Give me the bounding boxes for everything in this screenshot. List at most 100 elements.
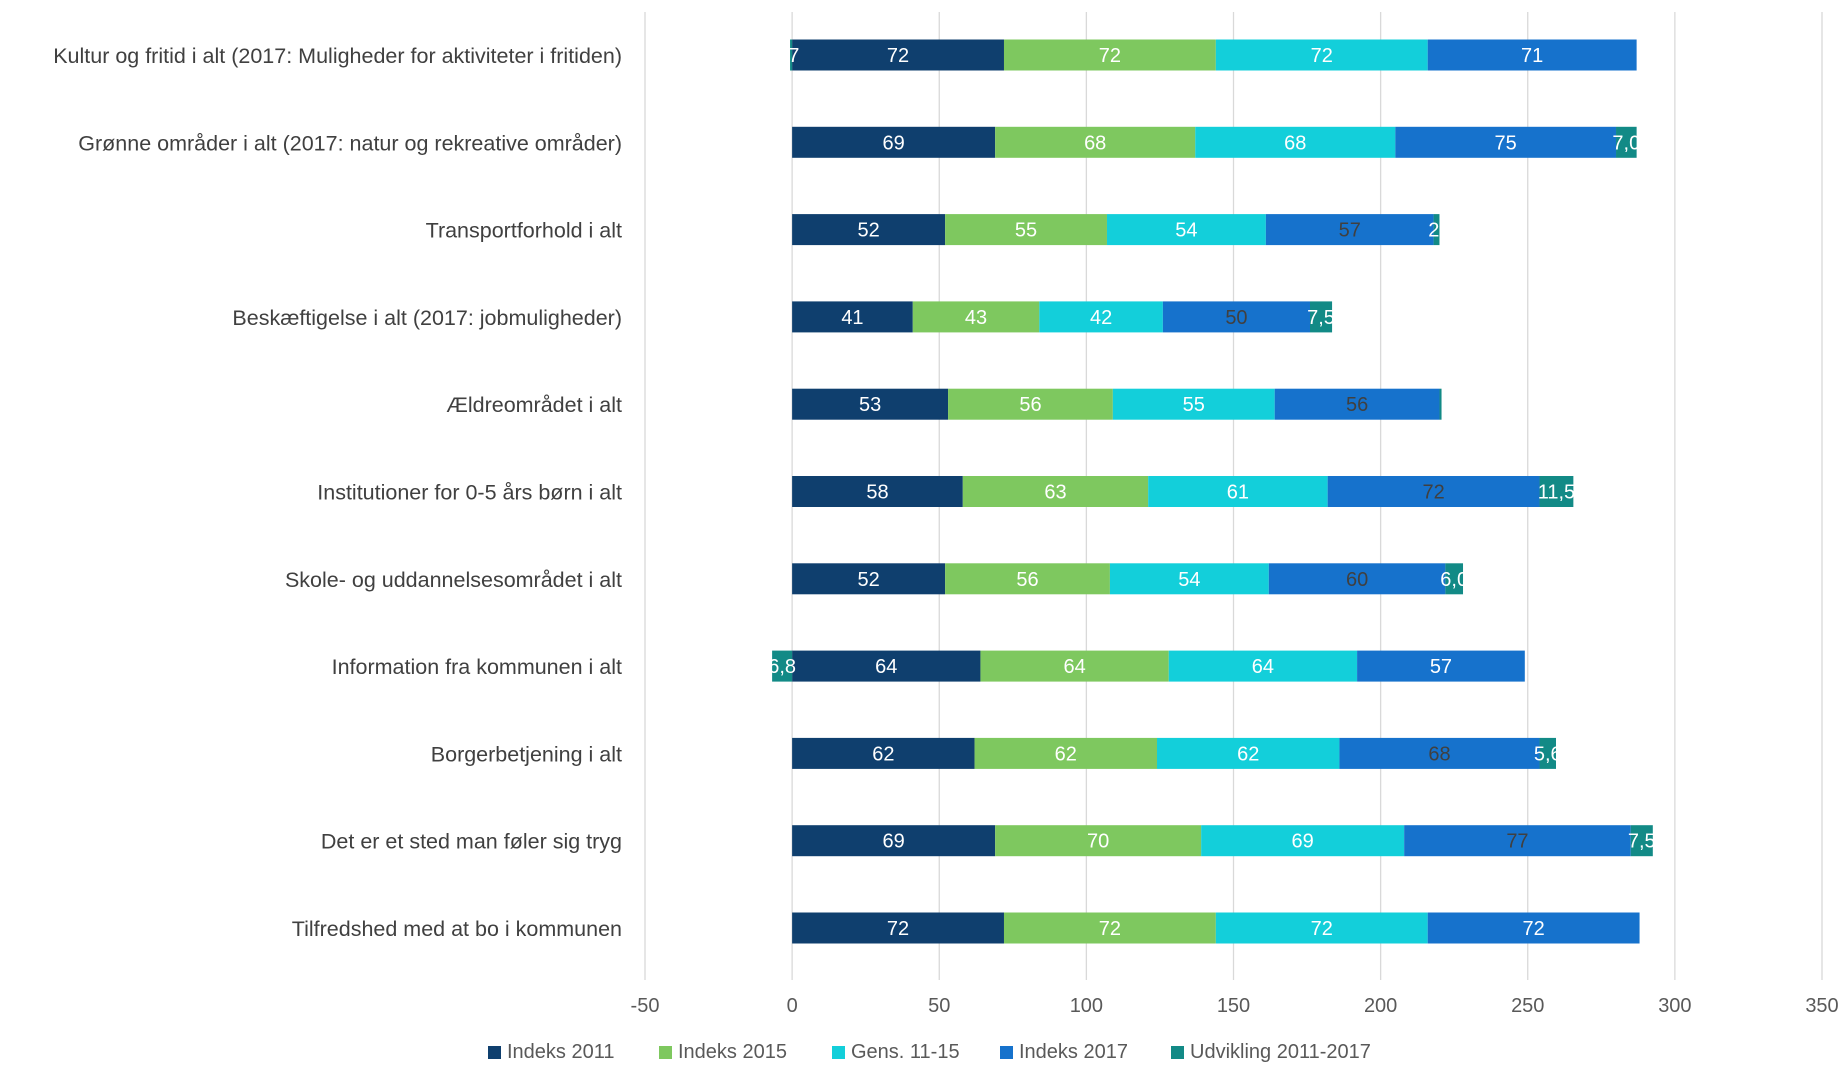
bar-segment [945,563,1110,595]
bar-segment [1003,39,1216,71]
bar-segment [792,126,996,158]
bar-segment [790,39,793,71]
x-tick-label: 50 [928,995,950,1017]
data-label: 7,0 [1612,132,1640,154]
x-tick-label: 300 [1658,995,1691,1017]
data-label: 5,6 [1534,743,1562,765]
bar-segment [1445,563,1464,595]
bar-segment [1630,825,1653,857]
data-label: 6,0 [1440,569,1468,591]
data-label: 61 [1227,482,1249,504]
bar-segment [1327,476,1540,507]
category-label: Transportforhold i alt [426,219,622,243]
category-label: Information fra kommunen i alt [332,655,622,679]
bar-segment [1215,912,1428,944]
data-label: 70 [1087,831,1109,853]
bar-segment [1427,912,1640,944]
data-label: 7,5 [1628,831,1656,853]
data-label: 64 [1252,656,1274,678]
x-tick-label: 200 [1364,995,1397,1017]
category-label: Skole- og uddannelsesområdet i alt [285,568,622,592]
bar-segment [1616,126,1637,158]
x-tick-label: -50 [631,995,660,1017]
data-label: 72 [1311,45,1333,67]
legend-label: Udvikling 2011-2017 [1190,1041,1371,1063]
legend-label: Indeks 2011 [507,1041,615,1063]
data-label: 62 [1055,743,1077,765]
legend-label: Indeks 2015 [678,1041,787,1063]
bar-segment [1274,388,1440,420]
category-label: Institutioner for 0-5 års børn i alt [317,481,622,505]
bar-segment [980,650,1169,682]
data-label: 72 [1099,45,1121,67]
x-tick-label: 350 [1805,995,1838,1017]
category-label: Det er et sted man føler sig tryg [321,830,622,854]
data-label: 64 [875,656,897,678]
data-label: 56 [1016,569,1038,591]
bar-segment [1215,39,1428,71]
bar-segment [772,650,793,682]
bar-segment [792,214,946,246]
bar-segment [792,825,996,857]
bar-segment [1357,650,1525,682]
bar-segment [1427,39,1637,71]
bar-segment [1201,825,1405,857]
category-label: Kultur og fritid i alt (2017: Muligheder… [53,44,622,68]
data-label: 41 [841,307,863,329]
data-label: 43 [965,307,987,329]
data-label: 75 [1495,132,1517,154]
data-label: 6,8 [768,656,796,678]
x-tick-label: 100 [1070,995,1103,1017]
x-axis-tick-labels: -50 0 50 100 150 200 250 300 350 [631,995,1839,1017]
legend-label: Indeks 2017 [1019,1041,1128,1063]
data-label: 69 [883,132,905,154]
legend-swatch [832,1046,845,1059]
bar-segment [1148,476,1328,507]
legend-swatch [488,1046,501,1059]
data-label: 77 [1506,831,1528,853]
data-label: 60 [1346,569,1368,591]
legend: Indeks 2011 Indeks 2015 Gens. 11-15 Indeks … [488,1041,1371,1063]
bar-segment [792,650,981,682]
bar-segment [792,39,1004,71]
data-label: 71 [1521,45,1543,67]
bar-segment [1156,737,1340,769]
category-label: Tilfredshed med at bo i kommunen [292,917,622,941]
data-label: 72 [1523,918,1545,940]
bar-segment [1268,563,1446,595]
data-label: 72 [1422,482,1444,504]
bar-segment [962,476,1149,507]
data-label: 55 [1183,394,1205,416]
bar-segment [1310,301,1333,333]
bar-segment [995,825,1202,857]
data-label: 68 [1284,132,1306,154]
data-label: 57 [1430,656,1452,678]
data-label: 57 [1339,220,1361,242]
data-label: 69 [883,831,905,853]
data-label: 72 [887,918,909,940]
data-label: 62 [872,743,894,765]
x-tick-label: 150 [1217,995,1250,1017]
data-label: 52 [858,220,880,242]
bar-segment [995,126,1196,158]
bar-segment [1395,126,1617,158]
bar-segment [912,301,1040,333]
legend-label: Gens. 11-15 [851,1041,960,1063]
bar-segment [1265,214,1434,246]
bar-segment [948,388,1113,420]
data-label: 7,5 [1307,307,1335,329]
bar-segment [1339,737,1540,769]
bar-segment [1039,301,1163,333]
data-label: 58 [866,482,888,504]
bar-segment [1195,126,1396,158]
category-label: Ældreområdet i alt [446,393,622,417]
x-tick-label: 0 [787,995,798,1017]
bar-segment [1539,737,1556,769]
data-label: 62 [1237,743,1259,765]
bar-segment [792,301,913,333]
bar-segment [1539,476,1574,507]
bars: 72 72 72 71 ,7 69 68 68 75 7,0 52 55 54 57 2, 41 43 42 50 7… [768,39,1656,944]
data-label: 55 [1015,220,1037,242]
category-label: Borgerbetjening i alt [431,742,622,766]
